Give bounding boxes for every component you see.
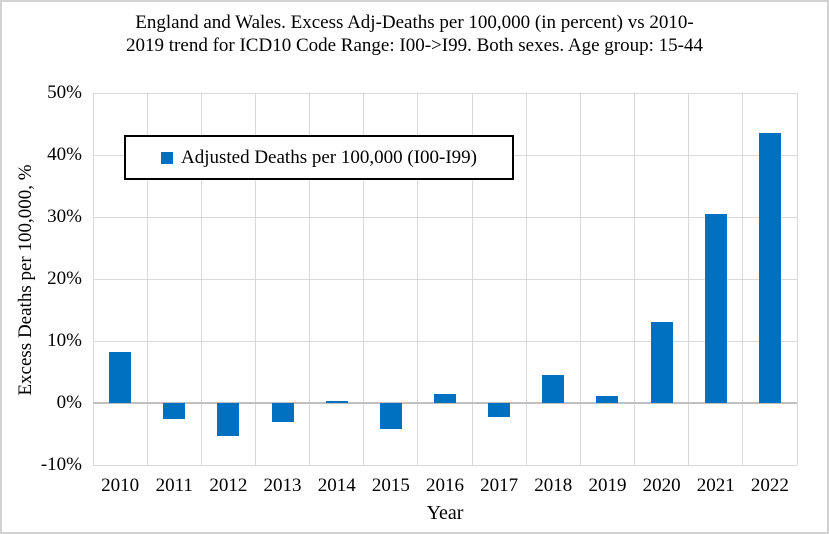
v-gridline	[525, 93, 527, 465]
y-tick-label: 10%	[47, 330, 82, 351]
y-axis-tick-labels: 50% 40% 30% 20% 10% 0% -10%	[2, 82, 84, 475]
bar-2017	[488, 403, 511, 418]
x-axis-tick-labels: 2010 2011 2012 2013 2014 2015 2016 2017 2018 2019…	[93, 475, 797, 499]
y-tick-label: 0%	[56, 392, 82, 413]
bar-2016	[434, 394, 456, 403]
v-gridline	[796, 93, 798, 465]
bar-2015	[379, 403, 402, 430]
bar-2012	[217, 403, 240, 437]
v-gridline	[92, 93, 94, 465]
bar-2021	[704, 213, 727, 403]
bar-2018	[542, 375, 565, 403]
v-gridline	[471, 93, 473, 465]
x-tick-label: 2011	[155, 475, 193, 496]
legend-marker-icon	[160, 151, 173, 164]
y-tick-label: -10%	[40, 454, 82, 475]
zero-axis-line	[93, 402, 797, 404]
y-tick-label: 30%	[47, 206, 82, 227]
x-tick-label: 2019	[588, 475, 627, 496]
plot-area	[92, 92, 798, 466]
x-tick-label: 2010	[101, 475, 140, 496]
chart-title: England and Wales. Excess Adj-Deaths per…	[126, 12, 703, 56]
v-gridline	[200, 93, 202, 465]
v-gridline	[363, 93, 365, 465]
y-tick-label: 20%	[47, 268, 82, 289]
v-gridline	[742, 93, 744, 465]
bar-2019	[596, 396, 619, 403]
h-gridline	[93, 278, 797, 280]
x-tick-label: 2017	[480, 475, 519, 496]
h-gridline	[93, 92, 797, 94]
y-tick-label: 40%	[47, 144, 82, 165]
bar-2011	[163, 403, 186, 419]
legend: Adjusted Deaths per 100,000 (I00-I99)	[124, 135, 514, 180]
x-axis-title: Year	[426, 502, 464, 524]
x-tick-label: 2015	[371, 475, 410, 496]
bar-2022	[758, 133, 781, 403]
x-tick-label: 2022	[750, 475, 789, 496]
h-gridline	[93, 464, 797, 466]
bar-2010	[109, 351, 132, 403]
h-gridline	[93, 216, 797, 218]
x-tick-label: 2020	[642, 475, 681, 496]
legend-label: Adjusted Deaths per 100,000 (I00-I99)	[180, 146, 477, 168]
v-gridline	[634, 93, 636, 465]
v-gridline	[579, 93, 581, 465]
v-gridline	[688, 93, 690, 465]
v-gridline	[254, 93, 256, 465]
y-tick-label: 50%	[47, 82, 82, 103]
bar-2013	[271, 403, 294, 422]
h-gridline	[93, 340, 797, 342]
bar-2014	[325, 400, 348, 403]
x-tick-label: 2016	[426, 475, 464, 496]
v-gridline	[146, 93, 148, 465]
x-tick-label: 2014	[317, 475, 356, 496]
x-tick-label: 2012	[209, 475, 248, 496]
v-gridline	[309, 93, 311, 465]
bar-2020	[650, 322, 673, 403]
v-gridline	[417, 93, 419, 465]
x-tick-label: 2013	[263, 475, 302, 496]
x-tick-label: 2021	[696, 475, 735, 496]
x-tick-label: 2018	[534, 475, 573, 496]
